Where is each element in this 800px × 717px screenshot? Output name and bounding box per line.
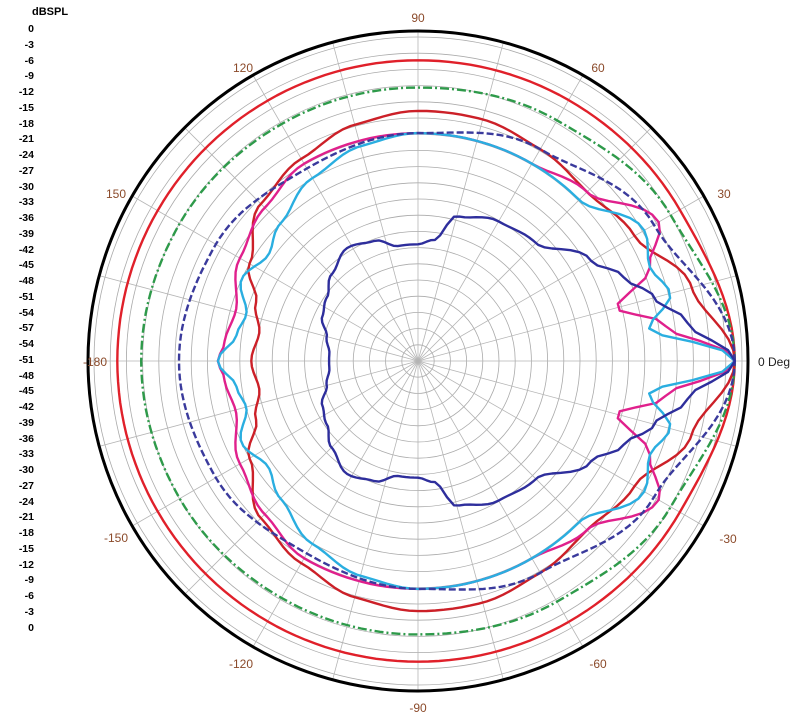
series-curve-1	[116, 59, 736, 663]
db-tick-label: -9	[24, 574, 34, 587]
db-tick-label: -51	[18, 353, 34, 366]
grid-spoke	[184, 127, 419, 362]
grid-spoke	[99, 275, 419, 362]
grid-spoke	[99, 360, 419, 447]
db-tick-label: -33	[18, 196, 34, 209]
grid-spoke	[417, 360, 652, 595]
db-tick-label: -54	[18, 338, 34, 350]
plot-border	[86, 29, 750, 693]
db-tick-label: -54	[18, 306, 34, 319]
db-tick-label: -30	[18, 464, 34, 476]
grid-spoke	[184, 360, 419, 595]
angle-label-90: 90	[411, 11, 425, 25]
db-tick-label: -18	[18, 527, 34, 539]
db-tick-label: -24	[18, 495, 34, 508]
db-tick-label: -24	[18, 149, 34, 161]
db-tick-label: -45	[18, 259, 34, 272]
angle-label-150: 150	[106, 187, 126, 201]
angle-label-30: 30	[717, 187, 731, 201]
grid-spoke	[252, 75, 419, 362]
db-tick-label: -42	[18, 401, 34, 413]
series-curve-7	[320, 215, 736, 507]
db-tick-label: -48	[18, 369, 34, 382]
db-tick-label: -12	[18, 558, 34, 571]
grid-spoke	[417, 195, 704, 362]
db-tick-label: -27	[18, 479, 34, 492]
angle-label-270: -90	[409, 701, 427, 715]
db-tick-label: -3	[24, 38, 34, 51]
db-tick-label: -39	[18, 227, 34, 240]
db-tick-label: -42	[18, 243, 34, 256]
db-tick-label: -36	[18, 432, 34, 445]
grid-spoke	[332, 42, 419, 362]
db-tick-label: 0	[28, 621, 34, 634]
db-tick-label: -9	[24, 70, 34, 83]
db-tick-label: -18	[18, 117, 34, 130]
angle-label-120: 120	[233, 61, 253, 75]
db-tick-label: -51	[18, 290, 34, 303]
db-tick-label: -39	[18, 416, 34, 429]
db-tick-label: -48	[18, 275, 34, 287]
db-tick-label: -33	[18, 448, 34, 461]
db-tick-label: -12	[18, 86, 34, 98]
db-tick-label: -45	[18, 385, 34, 398]
angle-label-210: -150	[104, 531, 128, 545]
unit-label: dBSPL	[32, 6, 69, 18]
series-curve-5	[216, 131, 736, 591]
grid-spoke	[417, 275, 737, 362]
grid-spoke	[417, 360, 704, 527]
angle-label-240: -120	[229, 657, 253, 671]
angle-label-0: 0 Deg	[758, 355, 790, 369]
db-tick-label: -57	[18, 322, 34, 335]
db-tick-label: -15	[18, 101, 34, 114]
db-tick-label: -21	[18, 133, 34, 146]
grid-spoke	[132, 195, 419, 362]
db-tick-label: -6	[24, 590, 34, 602]
db-tick-label: 0	[28, 23, 34, 35]
grid-spoke	[132, 360, 419, 527]
db-tick-label: -15	[18, 542, 34, 555]
db-tick-label: -30	[18, 180, 34, 193]
angle-label-60: 60	[591, 61, 605, 75]
series-curve-6	[177, 131, 736, 591]
grid-spoke	[417, 127, 652, 362]
db-tick-label: -6	[24, 54, 34, 67]
angle-label-180: -180	[83, 355, 107, 369]
angle-label-330: -30	[719, 532, 737, 546]
angle-label-300: -60	[589, 657, 607, 671]
db-tick-label: -36	[18, 212, 34, 224]
db-tick-label: -27	[18, 164, 34, 177]
grid-spoke	[417, 42, 504, 362]
grid-spoke	[332, 360, 419, 680]
grid-spoke	[417, 75, 584, 362]
grid-spoke	[252, 360, 419, 647]
grid-spoke	[417, 360, 737, 447]
grid-spoke	[417, 360, 584, 647]
db-tick-label: -21	[18, 511, 34, 524]
series-curve-2	[140, 86, 736, 636]
db-tick-label: -3	[24, 605, 34, 618]
